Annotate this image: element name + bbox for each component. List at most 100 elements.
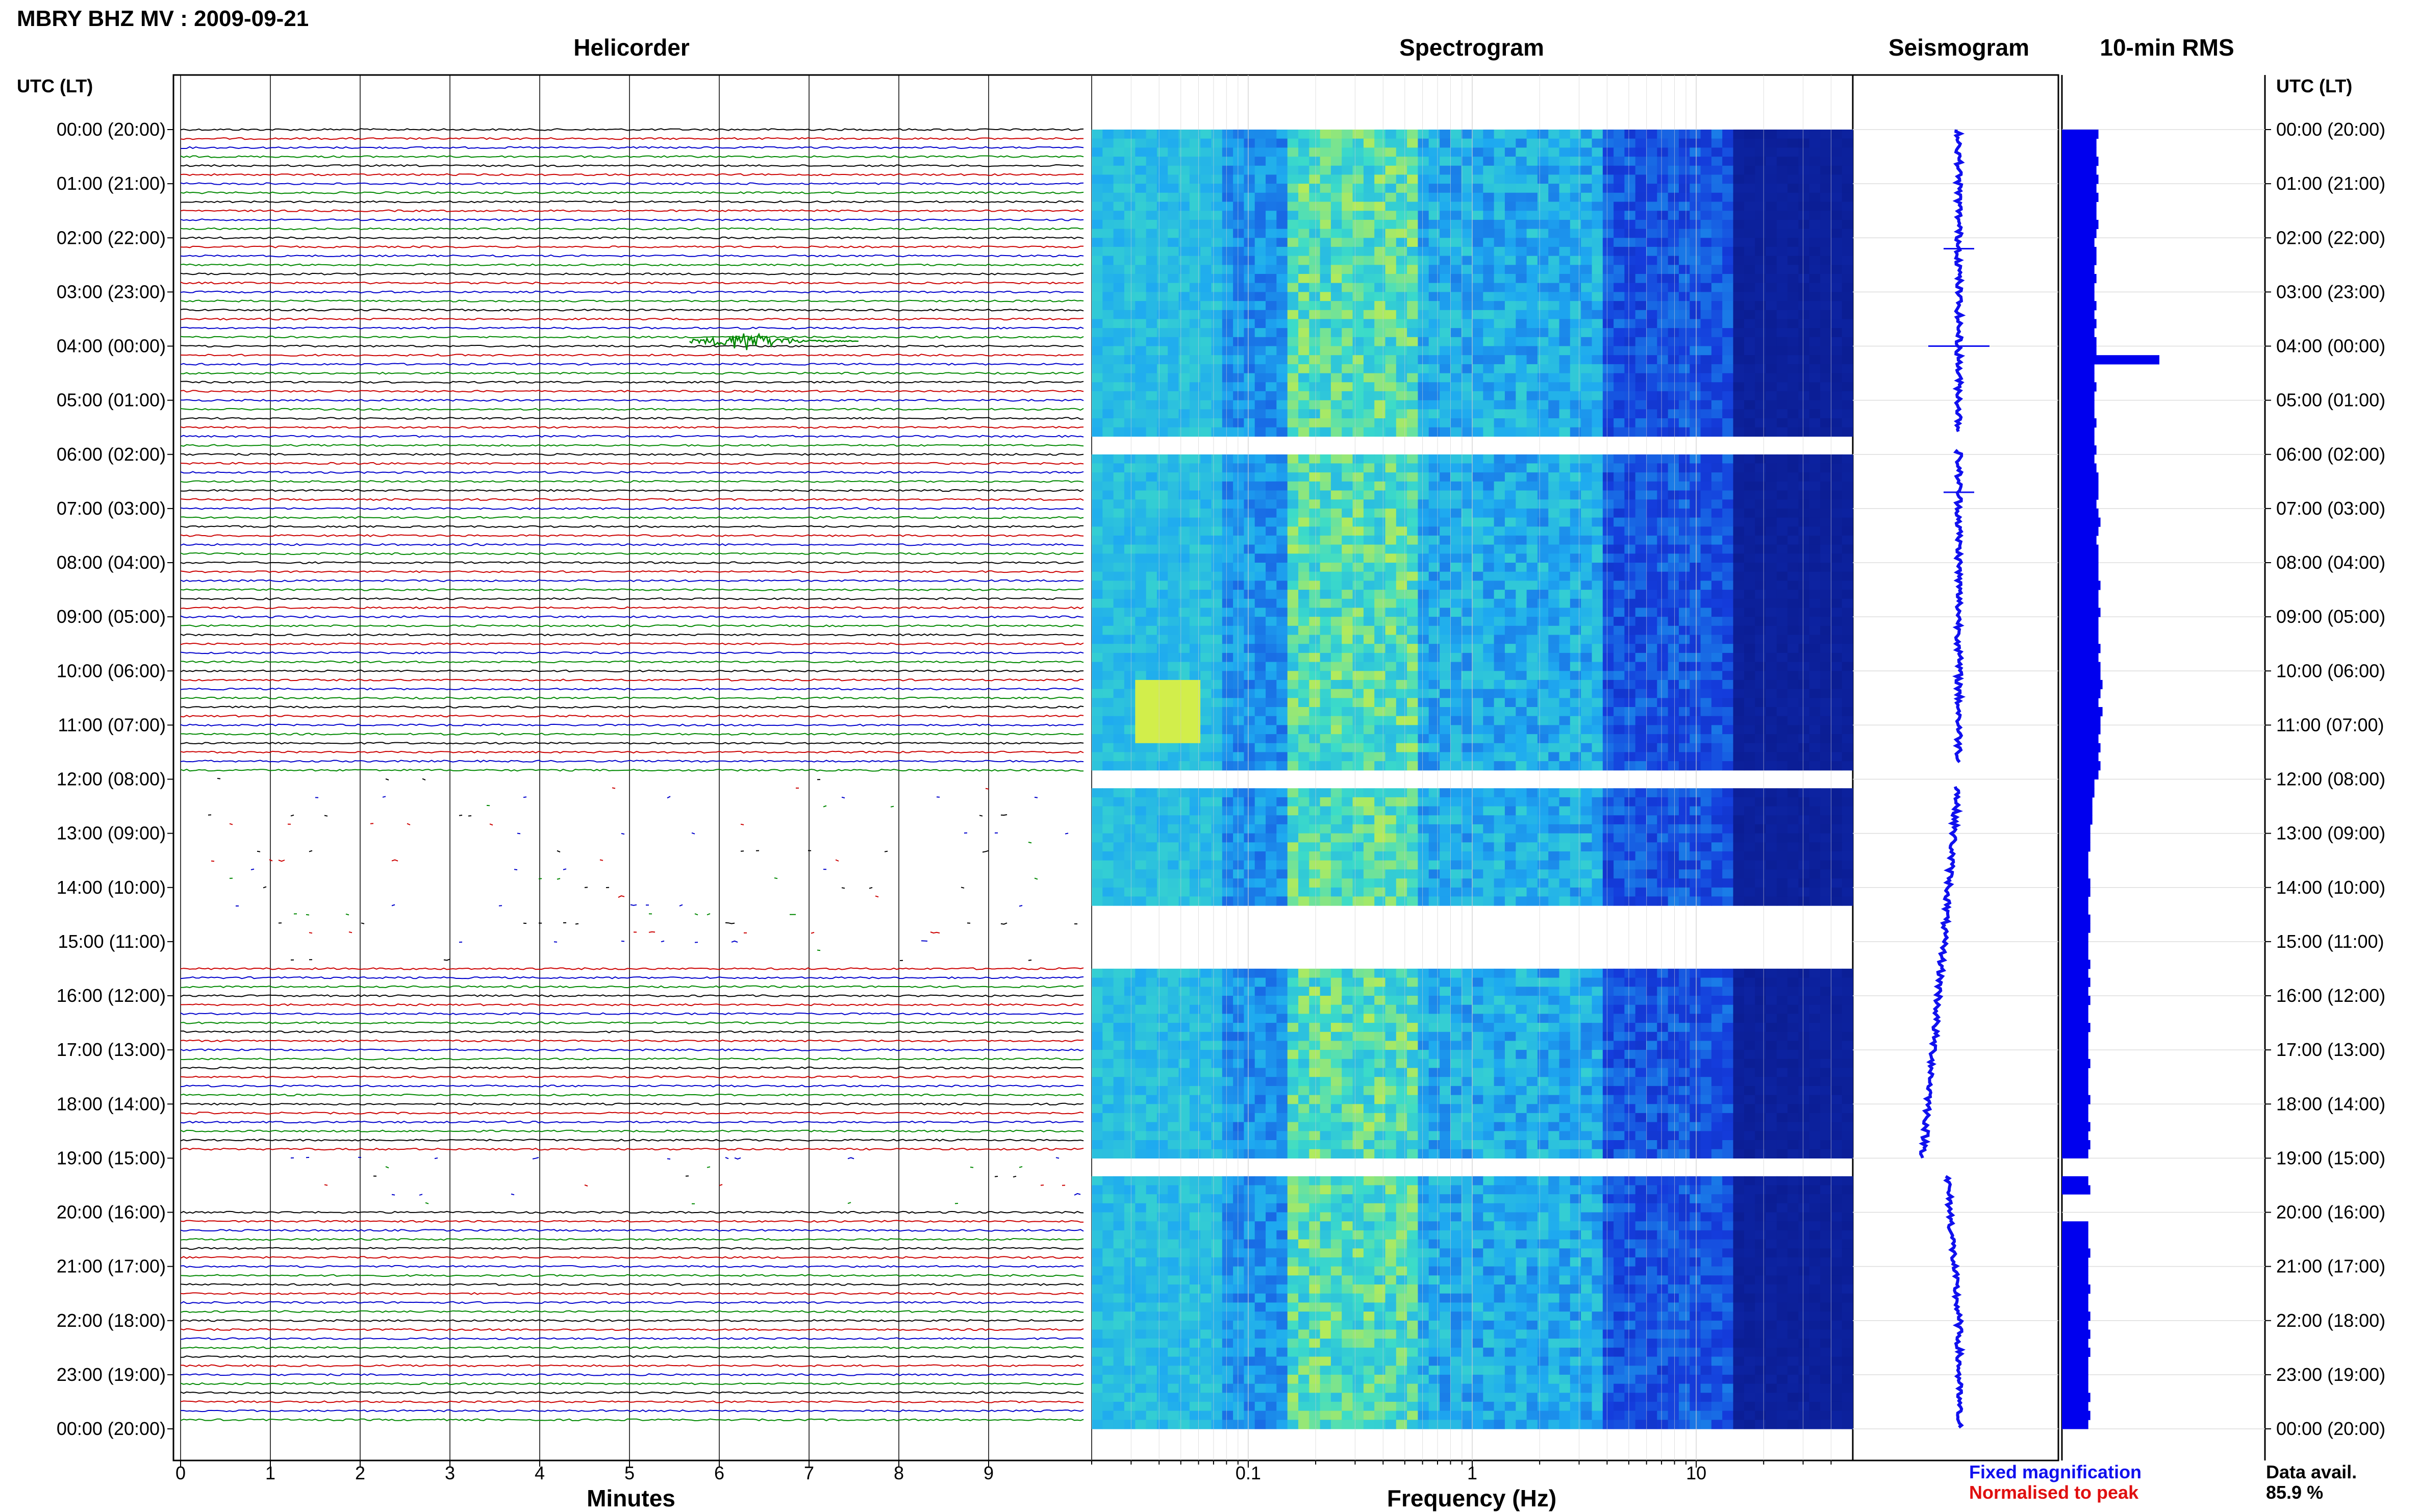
spectrogram-cell <box>1809 472 1821 482</box>
spectrogram-cell <box>1614 716 1625 725</box>
spectrogram-cell <box>1690 698 1701 707</box>
spectrogram-cell <box>1386 265 1397 274</box>
spectrogram-cell <box>1570 274 1581 283</box>
spectrogram-cell <box>1527 509 1538 518</box>
spectrogram-cell <box>1516 653 1527 662</box>
helicorder-trace-line <box>230 823 1077 825</box>
spectrogram-cell <box>1766 337 1777 346</box>
spectrogram-cell <box>1527 274 1538 283</box>
spectrogram-cell <box>1603 184 1614 193</box>
spectrogram-cell <box>1592 482 1603 491</box>
spectrogram-cell <box>1244 626 1255 635</box>
spectrogram-cell <box>1614 725 1625 734</box>
spectrogram-cell <box>1809 599 1821 608</box>
spectrogram-cell <box>1396 409 1407 418</box>
spectrogram-cell <box>1244 680 1255 689</box>
helicorder-trace-line <box>181 625 1084 626</box>
spectrogram-cell <box>1570 139 1581 148</box>
spectrogram-cell <box>1559 364 1571 373</box>
spectrogram-cell <box>1701 707 1712 716</box>
spectrogram-cell <box>1516 536 1527 545</box>
helicorder-trace-line <box>181 291 1084 293</box>
spectrogram-cell <box>1309 617 1320 626</box>
spectrogram-cell <box>1548 752 1559 761</box>
spectrogram-cell <box>1624 184 1635 193</box>
spectrogram-cell <box>1374 247 1386 256</box>
spectrogram-cell <box>1342 283 1353 292</box>
spectrogram-cell <box>1233 482 1244 491</box>
spectrogram-cell <box>1244 247 1255 256</box>
spectrogram-cell <box>1787 355 1799 364</box>
spectrogram-cell <box>1777 229 1788 238</box>
spectrogram-cell <box>1418 409 1429 418</box>
spectrogram-cell <box>1635 572 1647 581</box>
spectrogram-cell <box>1722 743 1733 752</box>
spectrogram-cell <box>1668 139 1679 148</box>
spectrogram-cell <box>1755 716 1766 725</box>
spectrogram-cell <box>1396 553 1407 563</box>
spectrogram-cell <box>1592 184 1603 193</box>
spectrogram-cell <box>1592 310 1603 319</box>
spectrogram-cell <box>1798 617 1809 626</box>
spectrogram-cell <box>1516 346 1527 356</box>
spectrogram-cell <box>1331 581 1342 590</box>
spectrogram-cell <box>1462 400 1473 410</box>
spectrogram-cell <box>1462 509 1473 518</box>
helicorder-trace-line <box>181 706 1084 708</box>
spectrogram-cell <box>1787 220 1799 229</box>
spectrogram-cell <box>1516 184 1527 193</box>
spectrogram-cell <box>1102 130 1114 139</box>
spectrogram-cell <box>1516 680 1527 689</box>
spectrogram-cell <box>1440 472 1451 482</box>
spectrogram-cell <box>1668 265 1679 274</box>
spectrogram-cell <box>1614 491 1625 500</box>
spectrogram-cell <box>1114 455 1125 464</box>
spectrogram-cell <box>1548 337 1559 346</box>
spectrogram-cell <box>1255 229 1266 238</box>
spectrogram-cell <box>1581 292 1592 301</box>
spectrogram-cell <box>1320 355 1331 364</box>
spectrogram-cell <box>1711 743 1723 752</box>
spectrogram-cell <box>1570 382 1581 391</box>
spectrogram-cell <box>1548 698 1559 707</box>
spectrogram-cell <box>1429 725 1440 734</box>
spectrogram-cell <box>1364 247 1375 256</box>
spectrogram-cell <box>1374 472 1386 482</box>
spectrogram-cell <box>1298 716 1309 725</box>
spectrogram-cell <box>1429 147 1440 157</box>
spectrogram-cell <box>1222 472 1233 482</box>
spectrogram-cell <box>1244 229 1255 238</box>
spectrogram-cell <box>1787 229 1799 238</box>
spectrogram-cell <box>1146 545 1157 554</box>
spectrogram-cell <box>1798 526 1809 536</box>
spectrogram-cell <box>1679 572 1690 581</box>
spectrogram-cell <box>1570 581 1581 590</box>
spectrogram-cell <box>1114 553 1125 563</box>
spectrogram-cell <box>1179 220 1190 229</box>
spectrogram-cell <box>1418 130 1429 139</box>
spectrogram-cell <box>1179 382 1190 391</box>
spectrogram-cell <box>1527 391 1538 400</box>
spectrogram-cell <box>1168 382 1179 391</box>
spectrogram-cell <box>1450 499 1462 509</box>
spectrogram-cell <box>1472 553 1483 563</box>
spectrogram-cell <box>1288 337 1299 346</box>
helicorder-trace-line <box>181 129 1084 130</box>
spectrogram-cell <box>1200 283 1212 292</box>
spectrogram-cell <box>1407 256 1418 265</box>
spectrogram-cell <box>1548 265 1559 274</box>
spectrogram-cell <box>1777 680 1788 689</box>
spectrogram-cell <box>1298 608 1309 617</box>
spectrogram-cell <box>1744 455 1755 464</box>
spectrogram-cell <box>1429 391 1440 400</box>
spectrogram-cell <box>1798 590 1809 599</box>
spectrogram-cell <box>1396 364 1407 373</box>
spectrogram-cell <box>1668 698 1679 707</box>
spectrogram-cell <box>1331 680 1342 689</box>
spectrogram-cell <box>1440 220 1451 229</box>
spectrogram-cell <box>1744 563 1755 572</box>
spectrogram-cell <box>1603 526 1614 536</box>
spectrogram-cell <box>1755 229 1766 238</box>
spectrogram-cell <box>1679 680 1690 689</box>
spectrogram-cell <box>1135 752 1146 761</box>
